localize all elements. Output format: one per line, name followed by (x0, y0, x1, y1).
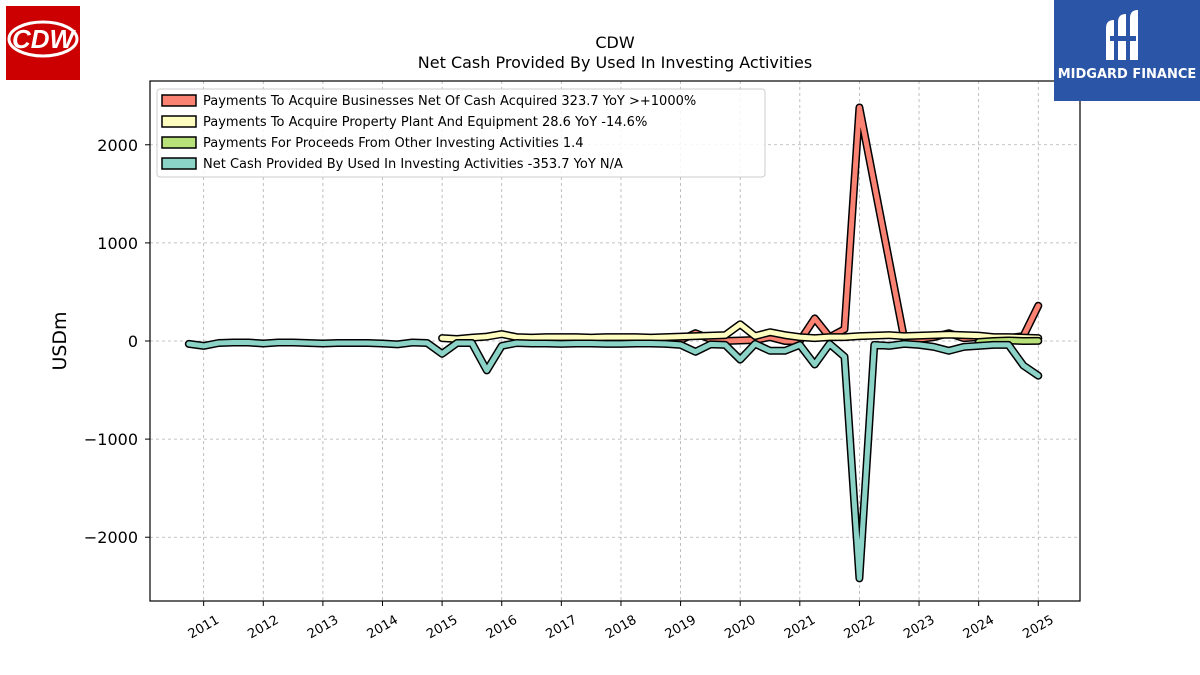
legend: Payments To Acquire Businesses Net Of Ca… (156, 88, 766, 178)
series-3 (184, 338, 1043, 583)
midgard-finance-logo: MIDGARD FINANCE (1054, 0, 1200, 101)
series-line-outline (184, 338, 1043, 583)
svg-text:CDW: CDW (12, 24, 77, 54)
legend-swatch (161, 94, 197, 107)
series-line (186, 340, 1041, 581)
series-line (439, 321, 1041, 342)
legend-swatch (161, 115, 197, 128)
y-tick-label: 0 (128, 332, 138, 351)
chart-title: CDW (595, 33, 634, 52)
x-tick-label: 2019 (663, 613, 699, 643)
legend-entry: Payments To Acquire Property Plant And E… (203, 115, 647, 130)
x-tick-label: 2014 (365, 613, 401, 643)
x-tick-label: 2024 (961, 613, 997, 643)
axis-ticks: 2011 2012 2013 2014 2015 2016 2017 2018 2019 2020… (84, 136, 1057, 642)
series-layer (184, 103, 1043, 583)
x-tick-label: 2017 (544, 613, 580, 643)
y-tick-label: −1000 (84, 430, 138, 449)
x-tick-label: 2012 (245, 613, 281, 643)
y-tick-label: 2000 (97, 136, 138, 155)
legend-entry: Net Cash Provided By Used In Investing A… (203, 157, 623, 172)
x-tick-label: 2025 (1020, 613, 1056, 643)
chart-subtitle: Net Cash Provided By Used In Investing A… (418, 53, 812, 72)
x-tick-label: 2015 (424, 613, 460, 643)
x-tick-label: 2020 (722, 613, 758, 643)
legend-entry: Payments To Acquire Businesses Net Of Ca… (203, 94, 696, 109)
x-tick-label: 2016 (484, 613, 520, 643)
legend-entry: Payments For Proceeds From Other Investi… (203, 136, 584, 151)
midgard-finance-text: MIDGARD FINANCE (1057, 67, 1197, 82)
x-tick-label: 2018 (603, 613, 639, 643)
y-tick-label: −2000 (84, 528, 138, 547)
y-tick-label: 1000 (97, 234, 138, 253)
x-tick-label: 2021 (782, 613, 818, 643)
x-tick-label: 2013 (305, 613, 341, 643)
legend-swatch (161, 136, 197, 149)
legend-swatch (161, 157, 197, 170)
cdw-logo: CDW (6, 6, 80, 80)
x-tick-label: 2022 (842, 613, 878, 643)
series-1 (438, 320, 1043, 343)
x-tick-label: 2023 (901, 613, 937, 643)
x-tick-label: 2011 (186, 613, 222, 643)
y-axis-label: USDm (49, 311, 71, 370)
legend-box (156, 88, 766, 178)
